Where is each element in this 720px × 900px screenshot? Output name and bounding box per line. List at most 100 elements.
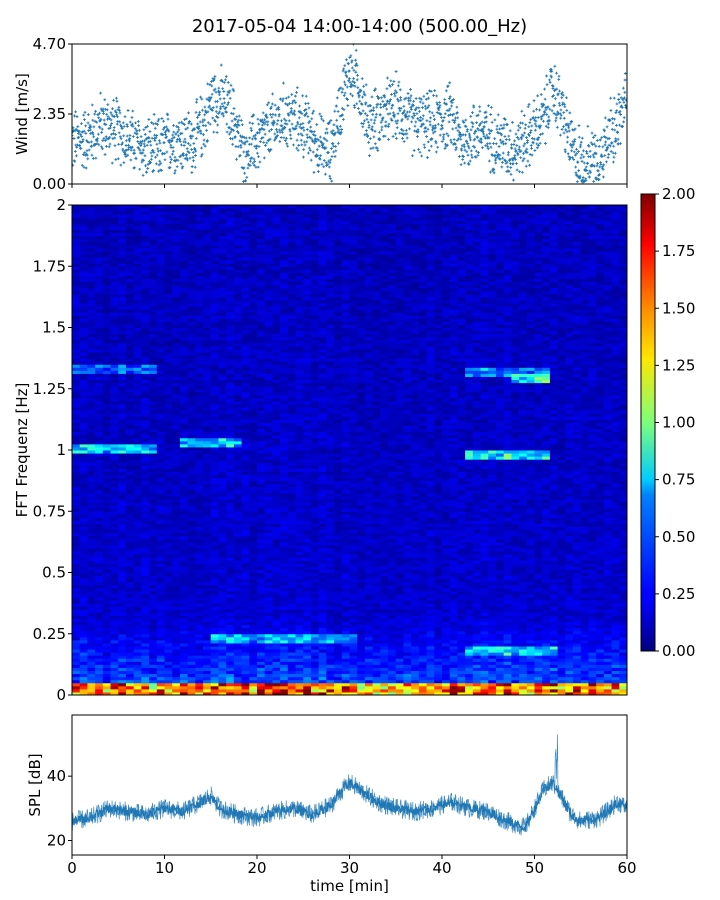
spectrogram-cell (203, 217, 212, 221)
spectrogram-cell (95, 474, 104, 479)
spectrogram-cell (95, 569, 104, 573)
spectrogram-cell (118, 428, 127, 433)
spectrogram-cell (72, 404, 81, 408)
wind-point (387, 122, 391, 126)
spectrogram-cell (95, 388, 104, 393)
spectrogram-cell (141, 404, 150, 408)
wind-point (369, 118, 373, 122)
spectrogram-cell (156, 312, 165, 316)
spectrogram-cell (72, 465, 81, 469)
spectrogram-cell (149, 425, 158, 430)
spectrogram-cell (79, 551, 88, 555)
spectrogram-cell (133, 606, 142, 610)
wind-point (495, 127, 499, 131)
wind-point (566, 152, 570, 156)
spectrogram-cell (87, 517, 96, 521)
spectrogram-cell (164, 394, 173, 399)
wind-point (408, 96, 412, 100)
spectrogram-cell (156, 440, 165, 445)
spectrogram-cell (110, 646, 119, 650)
wind-point (231, 142, 235, 146)
spectrogram-cell (141, 437, 150, 442)
spectrogram-cell (118, 495, 127, 500)
wind-point (423, 146, 427, 149)
wind-point (452, 112, 456, 116)
spectrogram-cell (203, 364, 212, 368)
wind-point (449, 113, 452, 117)
wind-point (449, 140, 453, 144)
spectrogram-cell (125, 376, 135, 381)
wind-point (232, 128, 235, 132)
spectrogram-cell (164, 345, 173, 350)
spectrogram-cell (203, 394, 212, 399)
spectrogram-cell (195, 348, 204, 353)
wind-point (528, 121, 532, 125)
spectrogram-cell (149, 293, 158, 298)
wind-point (381, 99, 385, 103)
wind-point (268, 137, 272, 141)
spectrogram-cell (203, 642, 212, 647)
spectrogram-cell (156, 551, 165, 555)
spectrogram-cell (172, 465, 181, 469)
spectrogram-cell (195, 278, 204, 283)
spectrogram-cell (187, 416, 196, 420)
spectrogram-cell (210, 428, 219, 433)
spectrogram-cell (179, 254, 189, 258)
spectrogram-cell (156, 247, 165, 252)
wind-point (180, 120, 184, 124)
wind-point (425, 92, 429, 95)
wind-point (255, 144, 259, 148)
wind-point (245, 139, 249, 143)
wind-point (308, 148, 312, 152)
wind-point (515, 168, 519, 172)
spectrogram-cell (164, 220, 173, 224)
spectrogram-cell (110, 404, 119, 408)
wind-point (150, 154, 154, 158)
spectrogram-cell (195, 676, 204, 681)
spectrogram-cell (172, 327, 181, 332)
wind-point (431, 131, 435, 135)
wind-point (408, 110, 412, 114)
spectrogram-cell (102, 416, 112, 420)
wind-point (227, 132, 231, 136)
spectrogram-cell (125, 272, 135, 276)
spectrogram-cell (110, 526, 119, 531)
spectrogram-cell (87, 676, 96, 681)
spectrogram-cell (195, 505, 204, 509)
wind-point (241, 141, 245, 145)
spectrogram-cell (195, 615, 204, 619)
spectrogram-cell (79, 499, 88, 503)
wind-point (85, 153, 89, 157)
spectrogram-cell (118, 342, 127, 347)
wind-point (288, 129, 292, 133)
spectrogram-cell (179, 321, 189, 325)
wind-point (154, 162, 158, 166)
spectrogram-cell (172, 572, 181, 577)
spectrogram-cell (133, 385, 142, 390)
wind-point (523, 142, 527, 146)
spectrogram-cell (156, 612, 165, 616)
spectrogram-cell (110, 306, 119, 310)
spectrogram-cell (195, 621, 204, 626)
wind-point (315, 123, 319, 126)
wind-point (506, 165, 510, 169)
spectrogram-cell (95, 275, 104, 279)
spectrogram-cell (149, 593, 158, 598)
wind-point (349, 54, 353, 58)
spectrogram-cell (195, 269, 204, 273)
spectrogram-cell (133, 404, 142, 408)
spectrogram-cell (79, 688, 88, 693)
spectrogram-cell (172, 376, 181, 381)
spectrogram-cell (203, 627, 212, 632)
spectrogram-cell (133, 287, 142, 292)
spectrogram-cell (156, 544, 165, 549)
spectrogram-cell (79, 315, 88, 319)
spectrogram-cell (118, 376, 127, 381)
wind-point (391, 103, 395, 107)
spectrogram-cell (203, 321, 212, 325)
wind-point (83, 110, 87, 114)
wind-point (77, 135, 81, 139)
spectrogram-cell (187, 208, 196, 212)
spectrogram-cell (87, 303, 96, 307)
